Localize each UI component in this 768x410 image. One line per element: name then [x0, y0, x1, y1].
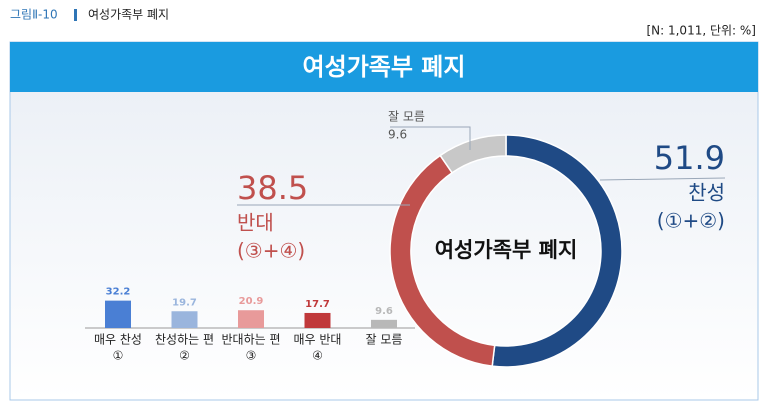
segment-value: 38.5: [237, 169, 308, 207]
bar-value: 9.6: [375, 306, 393, 317]
x-tick-label: ②: [179, 349, 190, 363]
leader-line: [599, 177, 726, 181]
figure-title: 여성가족부 폐지: [88, 8, 169, 22]
bar-value: 20.9: [239, 296, 264, 307]
bar: [171, 311, 198, 328]
segment-sublabel: (①+②): [657, 209, 725, 233]
bar: [371, 319, 397, 328]
bar: [105, 300, 131, 328]
segment-sublabel: (③+④): [237, 239, 305, 263]
banner-title: 여성가족부 폐지: [303, 53, 466, 81]
x-tick-label: 반대하는 편: [221, 333, 280, 347]
x-tick-label: ③: [246, 349, 257, 363]
segment-label: 잘 모름: [388, 110, 425, 124]
segment-label: 찬성: [688, 181, 725, 205]
segment-value: 51.9: [654, 139, 725, 177]
bar: [304, 312, 331, 328]
label-divider: [74, 9, 77, 21]
bar-value: 19.7: [172, 297, 197, 308]
x-tick-label: ①: [113, 349, 124, 363]
panel: [9, 41, 759, 401]
figure-label: 그림Ⅱ-10: [10, 8, 58, 22]
bar-value: 32.2: [106, 287, 131, 298]
x-tick-label: 매우 반대: [294, 333, 342, 347]
segment-label: 반대: [237, 211, 274, 235]
segment-value: 9.6: [388, 128, 407, 142]
x-tick-label: 찬성하는 편: [155, 332, 214, 347]
banner: [10, 42, 758, 92]
x-tick-label: ④: [312, 349, 323, 363]
bar: [238, 310, 264, 328]
x-tick-label: 매우 찬성: [94, 332, 142, 347]
x-tick-label: 잘 모름: [366, 333, 403, 347]
center-label: 여성가족부 폐지: [435, 238, 578, 262]
leader-line: [390, 126, 471, 150]
note: [N: 1,011, 단위: %]: [646, 24, 756, 38]
bar-value: 17.7: [305, 299, 330, 310]
donut-segment: [439, 134, 507, 174]
